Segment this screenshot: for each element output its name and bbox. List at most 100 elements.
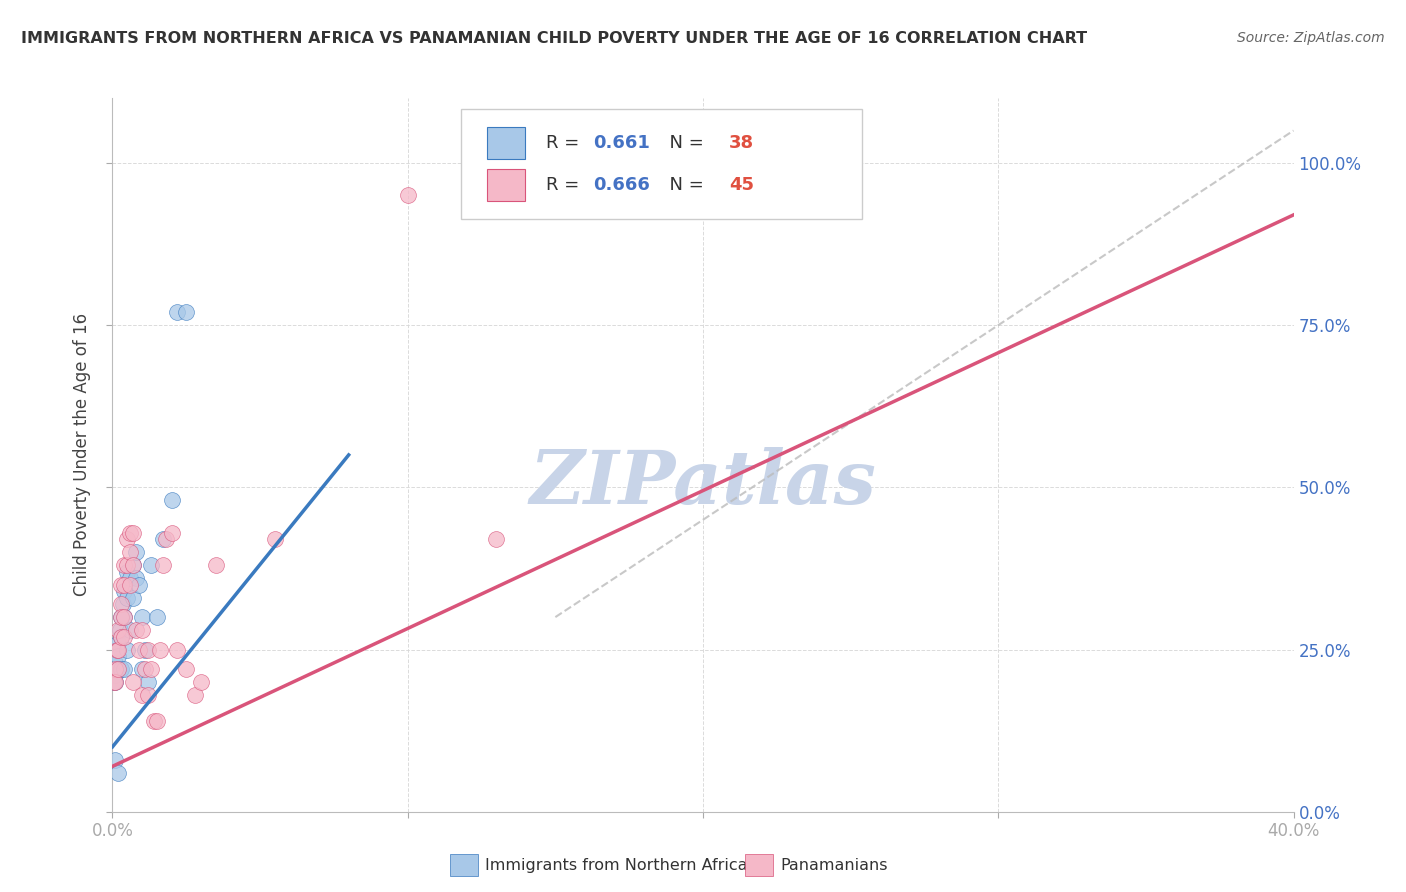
Point bbox=[110, 610, 132, 624]
Point bbox=[108, 623, 131, 637]
Point bbox=[396, 188, 419, 202]
Text: Source: ZipAtlas.com: Source: ZipAtlas.com bbox=[1237, 31, 1385, 45]
Point bbox=[117, 642, 138, 657]
Point bbox=[152, 533, 174, 547]
Text: 38: 38 bbox=[728, 134, 754, 152]
Text: 45: 45 bbox=[728, 177, 754, 194]
Point bbox=[125, 545, 148, 559]
Point bbox=[112, 630, 135, 644]
Text: R =: R = bbox=[546, 177, 585, 194]
Point bbox=[125, 571, 148, 585]
Text: R =: R = bbox=[546, 134, 585, 152]
Point bbox=[166, 305, 188, 319]
Point bbox=[131, 623, 153, 637]
Point bbox=[264, 533, 287, 547]
Point bbox=[122, 675, 145, 690]
Point bbox=[120, 545, 142, 559]
Point bbox=[122, 558, 145, 573]
Text: IMMIGRANTS FROM NORTHERN AFRICA VS PANAMANIAN CHILD POVERTY UNDER THE AGE OF 16 : IMMIGRANTS FROM NORTHERN AFRICA VS PANAM… bbox=[21, 31, 1087, 46]
Point bbox=[104, 675, 127, 690]
Point bbox=[128, 577, 150, 591]
Text: 0.666: 0.666 bbox=[593, 177, 650, 194]
Point bbox=[120, 577, 142, 591]
Point bbox=[142, 714, 165, 728]
Point bbox=[149, 642, 172, 657]
Point bbox=[104, 662, 127, 676]
Point bbox=[112, 610, 135, 624]
Point bbox=[117, 591, 138, 605]
Point bbox=[110, 630, 132, 644]
Point bbox=[104, 753, 127, 767]
Point bbox=[103, 675, 125, 690]
Point bbox=[104, 656, 127, 670]
FancyBboxPatch shape bbox=[461, 109, 862, 219]
Point bbox=[110, 597, 132, 611]
Point bbox=[104, 668, 127, 682]
Point bbox=[205, 558, 228, 573]
Point bbox=[139, 662, 162, 676]
Point bbox=[131, 662, 153, 676]
Text: 0.661: 0.661 bbox=[593, 134, 650, 152]
Point bbox=[136, 642, 159, 657]
Point bbox=[128, 642, 150, 657]
Point bbox=[107, 623, 129, 637]
Text: Panamanians: Panamanians bbox=[780, 858, 887, 872]
Point bbox=[120, 571, 142, 585]
Point bbox=[134, 642, 156, 657]
Point bbox=[112, 584, 135, 599]
Point bbox=[131, 610, 153, 624]
Point bbox=[184, 688, 207, 702]
Point bbox=[107, 642, 129, 657]
Point bbox=[122, 525, 145, 540]
Point bbox=[190, 675, 212, 690]
Point bbox=[112, 610, 135, 624]
Point bbox=[136, 675, 159, 690]
Point bbox=[152, 558, 174, 573]
Point bbox=[112, 577, 135, 591]
Point bbox=[120, 623, 142, 637]
Point bbox=[105, 642, 128, 657]
Point bbox=[112, 662, 135, 676]
Point bbox=[166, 642, 188, 657]
Y-axis label: Child Poverty Under the Age of 16: Child Poverty Under the Age of 16 bbox=[73, 313, 91, 597]
Point bbox=[110, 630, 132, 644]
Point bbox=[485, 533, 508, 547]
Point bbox=[122, 558, 145, 573]
FancyBboxPatch shape bbox=[486, 127, 524, 159]
Text: Immigrants from Northern Africa: Immigrants from Northern Africa bbox=[485, 858, 748, 872]
Point bbox=[104, 675, 127, 690]
Point bbox=[155, 533, 177, 547]
Point bbox=[111, 597, 134, 611]
Point bbox=[107, 648, 129, 663]
Point bbox=[122, 591, 145, 605]
Point bbox=[125, 623, 148, 637]
Point bbox=[107, 636, 129, 650]
Point bbox=[110, 662, 132, 676]
Point bbox=[174, 662, 197, 676]
Point bbox=[139, 558, 162, 573]
Point bbox=[107, 662, 129, 676]
Point bbox=[117, 558, 138, 573]
Text: ZIPatlas: ZIPatlas bbox=[530, 447, 876, 520]
Point bbox=[107, 662, 129, 676]
Point bbox=[136, 688, 159, 702]
Point bbox=[131, 688, 153, 702]
Point bbox=[134, 662, 156, 676]
FancyBboxPatch shape bbox=[486, 169, 524, 202]
Point bbox=[110, 610, 132, 624]
Point bbox=[105, 642, 128, 657]
Point bbox=[160, 525, 183, 540]
Point bbox=[110, 577, 132, 591]
Point bbox=[146, 714, 169, 728]
Point bbox=[146, 610, 169, 624]
Point bbox=[160, 493, 183, 508]
Point bbox=[103, 675, 125, 690]
Point bbox=[107, 765, 129, 780]
Point bbox=[120, 525, 142, 540]
Point bbox=[112, 558, 135, 573]
Text: N =: N = bbox=[658, 134, 710, 152]
Point bbox=[117, 565, 138, 579]
Point bbox=[174, 305, 197, 319]
Point bbox=[117, 533, 138, 547]
Text: N =: N = bbox=[658, 177, 710, 194]
